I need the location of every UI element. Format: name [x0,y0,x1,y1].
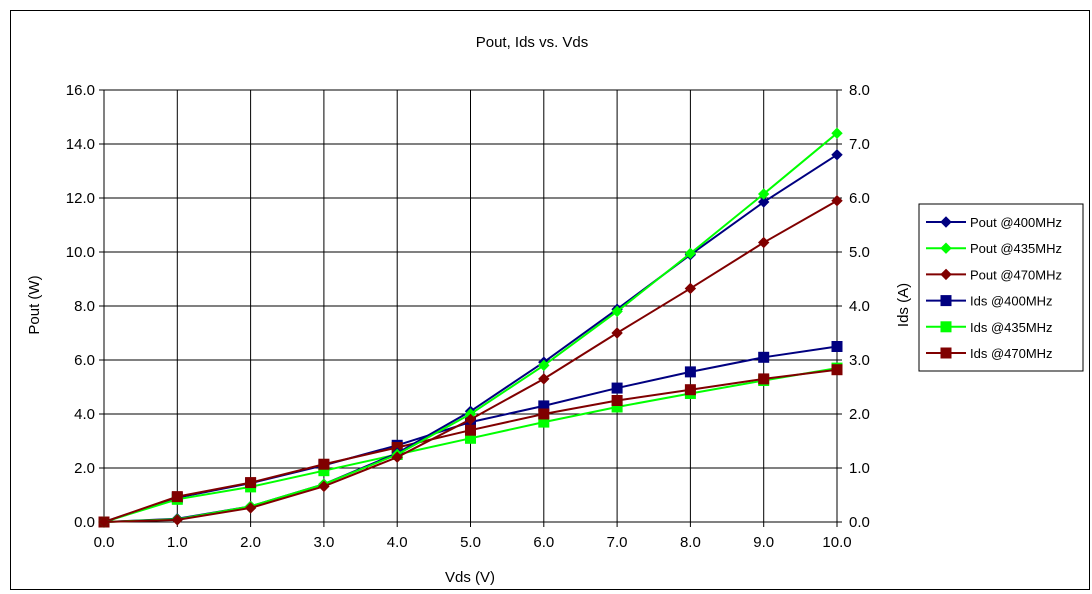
legend-label: Pout @435MHz [970,241,1062,256]
legend-label: Pout @400MHz [970,215,1062,230]
data-point [172,492,182,502]
x-axis-ticks: 0.0 1.0 2.0 3.0 4.0 5.0 6.0 7.0 8.0 9.0 10.0 [94,522,852,551]
data-point [832,365,842,375]
legend: Pout @400MHz Pout @435MHz Pout @470MHz Ids … [919,204,1083,371]
x-tick-label: 1.0 [167,534,188,551]
x-tick-label: 2.0 [240,534,261,551]
x-tick-label: 3.0 [313,534,334,551]
right-y-axis-title: Ids (A) [895,283,912,327]
legend-label: Pout @470MHz [970,267,1062,282]
right-y-tick-label: 8.0 [849,82,870,99]
chart-title: Pout, Ids vs. Vds [476,34,589,51]
data-point [246,478,256,488]
left-y-tick-label: 0.0 [74,514,95,531]
legend-swatch-marker [941,348,951,358]
data-point [466,425,476,435]
right-y-tick-label: 6.0 [849,190,870,207]
right-y-tick-label: 0.0 [849,514,870,531]
legend-swatch-marker [941,322,951,332]
legend-label: Ids @435MHz [970,320,1053,335]
data-point [612,383,622,393]
data-point [539,409,549,419]
x-tick-label: 8.0 [680,534,701,551]
right-y-tick-label: 7.0 [849,136,870,153]
left-y-axis-ticks: 0.0 2.0 4.0 6.0 8.0 10.0 12.0 14.0 16.0 [66,82,104,531]
left-y-tick-label: 8.0 [74,298,95,315]
left-y-axis-title: Pout (W) [26,275,43,334]
chart-frame: Pout, Ids vs. Vds 0.0 1.0 2.0 3.0 4.0 5.0 6.0 7… [10,10,1090,590]
right-y-tick-label: 2.0 [849,406,870,423]
x-axis-title: Vds (V) [445,569,495,586]
x-tick-label: 10.0 [822,534,851,551]
x-tick-label: 9.0 [753,534,774,551]
data-point [612,396,622,406]
legend-swatch-marker [941,296,951,306]
legend-label: Ids @400MHz [970,294,1053,309]
right-y-axis-ticks: 0.0 1.0 2.0 3.0 4.0 5.0 6.0 7.0 8.0 [837,82,870,531]
data-point [759,352,769,362]
data-point [685,385,695,395]
data-point [832,342,842,352]
legend-label: Ids @470MHz [970,346,1053,361]
left-y-tick-label: 12.0 [66,190,95,207]
x-tick-label: 5.0 [460,534,481,551]
chart-svg: Pout, Ids vs. Vds 0.0 1.0 2.0 3.0 4.0 5.0 6.0 7… [11,11,1089,589]
right-y-tick-label: 5.0 [849,244,870,261]
x-tick-label: 6.0 [533,534,554,551]
right-y-tick-label: 4.0 [849,298,870,315]
right-y-tick-label: 3.0 [849,352,870,369]
data-point [759,374,769,384]
left-y-tick-label: 4.0 [74,406,95,423]
right-y-tick-label: 1.0 [849,460,870,477]
x-tick-label: 4.0 [387,534,408,551]
left-y-tick-label: 16.0 [66,82,95,99]
x-tick-label: 0.0 [94,534,115,551]
left-y-tick-label: 14.0 [66,136,95,153]
x-tick-label: 7.0 [607,534,628,551]
data-point [685,367,695,377]
data-point [319,459,329,469]
left-y-tick-label: 2.0 [74,460,95,477]
left-y-tick-label: 6.0 [74,352,95,369]
left-y-tick-label: 10.0 [66,244,95,261]
